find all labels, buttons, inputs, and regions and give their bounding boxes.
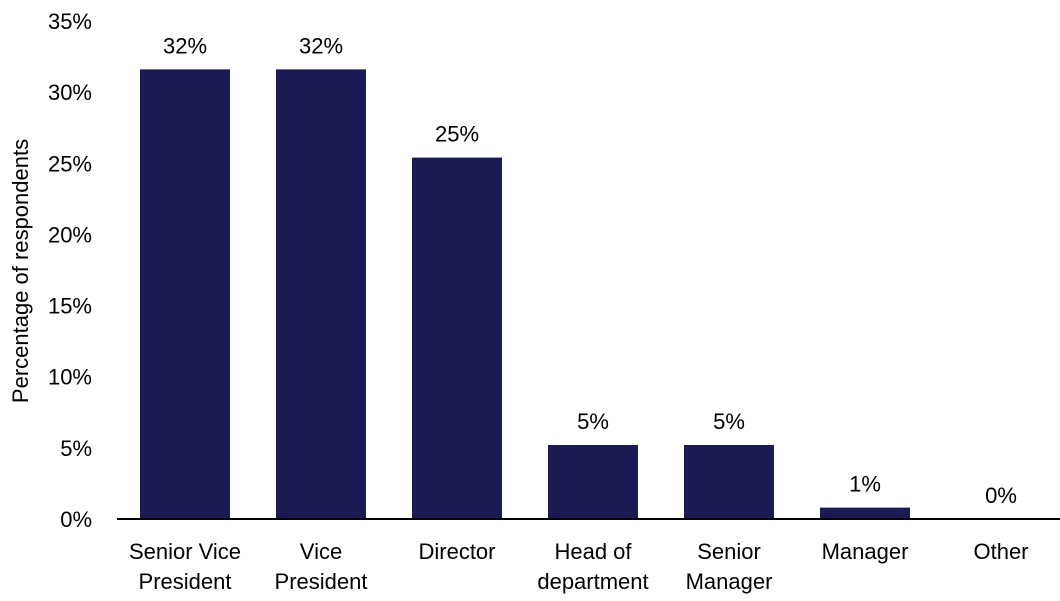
data-label: 25% [435,122,479,147]
bar [140,69,230,520]
bar [820,507,910,519]
bar [412,157,502,519]
x-tick-label: Manager [822,539,909,564]
x-tick-label: Other [973,539,1028,564]
y-tick-label: 20% [48,222,92,247]
bar [548,445,638,519]
data-label: 5% [713,409,745,434]
y-axis-title: Percentage of respondents [8,139,33,403]
bar [276,69,366,520]
x-tick-label: President [139,569,232,594]
x-tick-label: Manager [686,569,773,594]
x-tick-label: Vice [300,539,342,564]
x-tick-label: department [537,569,648,594]
x-tick-label: Senior [697,539,761,564]
x-tick-label: President [275,569,368,594]
y-tick-label: 5% [60,436,92,461]
y-tick-label: 10% [48,365,92,390]
y-tick-label: 15% [48,294,92,319]
x-tick-label: Senior Vice [129,539,241,564]
data-label: 0% [985,483,1017,508]
data-label: 32% [163,33,207,58]
x-tick-label: Head of [554,539,632,564]
y-tick-label: 0% [60,507,92,532]
y-tick-label: 25% [48,151,92,176]
y-axis: 0% 5% 10% 15% 20% 25% 30% 35% [48,9,92,532]
bar [684,445,774,519]
data-label: 32% [299,33,343,58]
y-tick-label: 35% [48,9,92,34]
data-label: 1% [849,472,881,497]
x-tick-label: Director [418,539,495,564]
data-labels: 32% 32% 25% 5% 5% 1% 0% [163,33,1017,508]
bars [140,69,910,520]
y-tick-label: 30% [48,80,92,105]
x-axis-labels: Senior Vice President Vice President Directo… [129,539,1029,594]
data-label: 5% [577,409,609,434]
